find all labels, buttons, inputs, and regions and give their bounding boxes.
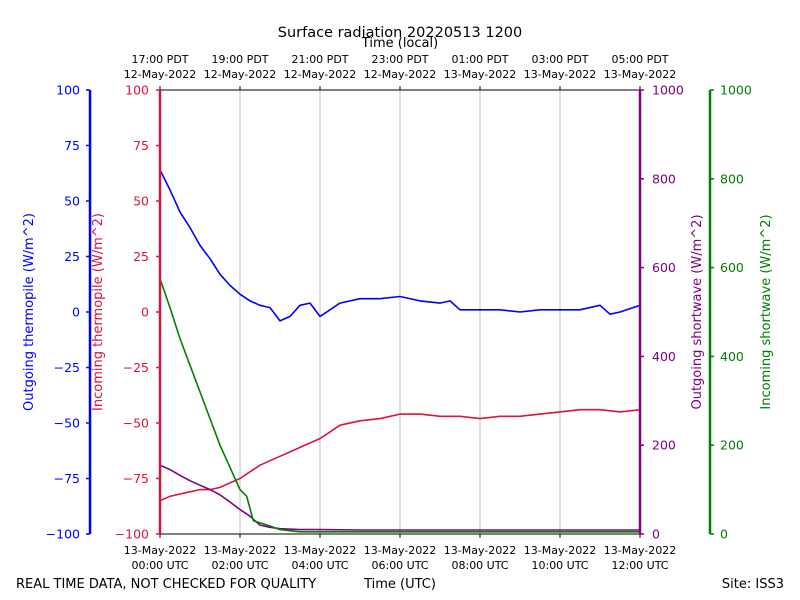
x-axis-label: Time (UTC) [363, 577, 436, 592]
incoming-shortwave-axis-tick-label: 600 [720, 260, 744, 275]
outgoing-thermopile-axis-tick-label: −75 [54, 471, 80, 486]
top-tick-label-date: 13-May-2022 [524, 68, 596, 81]
outgoing-shortwave-axis-tick-label: 400 [652, 349, 676, 364]
top-tick-label-time: 23:00 PDT [371, 53, 428, 66]
outgoing-shortwave-axis-tick-label: 200 [652, 438, 676, 453]
outgoing-thermopile-axis-tick-label: −100 [46, 527, 80, 542]
quality-note: REAL TIME DATA, NOT CHECKED FOR QUALITY [16, 577, 316, 592]
x-tick-label-time: 06:00 UTC [371, 559, 428, 572]
x-tick-label-time: 02:00 UTC [211, 559, 268, 572]
outgoing-shortwave-axis-tick-label: 0 [652, 527, 660, 542]
top-tick-label-date: 12-May-2022 [124, 68, 196, 81]
incoming-shortwave-axis-tick-label: 400 [720, 349, 744, 364]
site-label: Site: ISS3 [722, 577, 784, 592]
outgoing-thermopile-axis-tick-label: −25 [54, 360, 80, 375]
incoming-thermopile-axis-tick-label: 25 [133, 249, 149, 264]
incoming-thermopile-axis-tick-label: 50 [133, 194, 149, 209]
incoming-shortwave-axis-label: Incoming shortwave (W/m^2) [759, 214, 774, 409]
chart-title: Surface radiation 20220513 1200 [278, 25, 523, 41]
outgoing-thermopile-axis-tick-label: 50 [64, 194, 80, 209]
top-tick-label-date: 12-May-2022 [364, 68, 436, 81]
outgoing-thermopile-axis-tick-label: 0 [72, 305, 80, 320]
incoming-shortwave-axis-tick-label: 0 [720, 527, 728, 542]
incoming-shortwave-axis-tick-label: 800 [720, 171, 744, 186]
x-tick-label-time: 04:00 UTC [291, 559, 348, 572]
outgoing-thermopile-axis-tick-label: 75 [64, 138, 80, 153]
outgoing-thermopile-axis-tick-label: 100 [56, 83, 80, 98]
top-tick-label-time: 19:00 PDT [211, 53, 268, 66]
incoming-shortwave-line [159, 278, 640, 533]
incoming-thermopile-line [159, 408, 641, 502]
top-tick-label-time: 01:00 PDT [451, 53, 508, 66]
incoming-thermopile-axis-tick-label: −25 [123, 360, 149, 375]
outgoing-thermopile-axis-label: Outgoing thermopile (W/m^2) [22, 213, 37, 411]
top-tick-label-date: 12-May-2022 [284, 68, 356, 81]
incoming-thermopile-axis-tick-label: 100 [125, 83, 149, 98]
top-tick-label-date: 13-May-2022 [444, 68, 516, 81]
incoming-thermopile-axis-tick-label: −50 [123, 416, 149, 431]
incoming-thermopile-axis-label: Incoming thermopile (W/m^2) [91, 213, 106, 411]
x-tick-label-time: 10:00 UTC [531, 559, 588, 572]
top-tick-label-date: 13-May-2022 [604, 68, 676, 81]
series-layer [159, 169, 641, 533]
outgoing-thermopile-axis-tick-label: 25 [64, 249, 80, 264]
outgoing-shortwave-axis-tick-label: 800 [652, 171, 676, 186]
x-tick-label-date: 13-May-2022 [524, 544, 596, 557]
incoming-thermopile-axis-tick-label: −100 [115, 527, 149, 542]
top-tick-label-time: 03:00 PDT [531, 53, 588, 66]
top-tick-label-time: 05:00 PDT [611, 53, 668, 66]
x-tick-label-date: 13-May-2022 [444, 544, 516, 557]
top-axis-label: Time (local) [361, 36, 438, 51]
incoming-shortwave-axis-tick-label: 200 [720, 438, 744, 453]
x-tick-label-date: 13-May-2022 [364, 544, 436, 557]
outgoing-shortwave-line [159, 464, 640, 531]
outgoing-thermopile-axis-tick-label: −50 [54, 416, 80, 431]
incoming-shortwave-axis-tick-label: 1000 [720, 83, 752, 98]
x-tick-label-date: 13-May-2022 [284, 544, 356, 557]
top-tick-label-time: 21:00 PDT [291, 53, 348, 66]
x-tick-label-time: 00:00 UTC [131, 559, 188, 572]
incoming-thermopile-axis-tick-label: 75 [133, 138, 149, 153]
x-tick-label-time: 12:00 UTC [611, 559, 668, 572]
top-tick-label-date: 12-May-2022 [204, 68, 276, 81]
x-tick-label-date: 13-May-2022 [124, 544, 196, 557]
outgoing-shortwave-axis-label: Outgoing shortwave (W/m^2) [690, 214, 705, 409]
outgoing-shortwave-axis-tick-label: 600 [652, 260, 676, 275]
outgoing-thermopile-line [159, 169, 641, 322]
axes-layer: 13-May-2022 00:00 UTC 13-May-2022 02:00 UTC… [22, 53, 774, 572]
x-tick-label-time: 08:00 UTC [451, 559, 508, 572]
x-tick-label-date: 13-May-2022 [204, 544, 276, 557]
x-tick-label-date: 13-May-2022 [604, 544, 676, 557]
outgoing-shortwave-axis-tick-label: 1000 [652, 83, 684, 98]
vertical-grid [239, 90, 561, 534]
top-tick-label-time: 17:00 PDT [131, 53, 188, 66]
incoming-thermopile-axis-tick-label: 0 [141, 305, 149, 320]
incoming-thermopile-axis-tick-label: −75 [123, 471, 149, 486]
